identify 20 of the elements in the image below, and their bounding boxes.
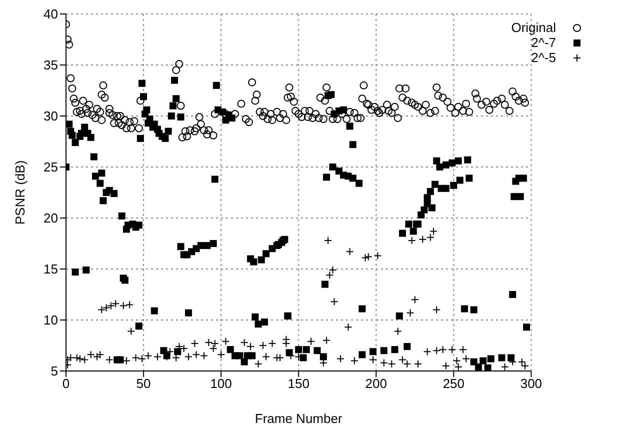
y-tick-label: 15 xyxy=(44,262,58,277)
y-tick-label: 5 xyxy=(50,364,58,379)
x-tick-label: 100 xyxy=(210,376,232,392)
legend-label: Original xyxy=(511,20,556,35)
x-tick-label: 300 xyxy=(520,376,542,392)
legend-label: 2^-5 xyxy=(531,50,556,65)
y-tick-label: 40 xyxy=(44,6,58,22)
y-tick-label: 20 xyxy=(44,210,58,226)
x-axis-title: Frame Number xyxy=(254,411,343,426)
x-tick-label: 250 xyxy=(442,376,465,392)
legend-label: 2^-7 xyxy=(531,35,556,50)
y-axis-title: PSNR (dB) xyxy=(12,160,28,225)
x-tick-label: 200 xyxy=(365,376,387,392)
x-tick-label: 0 xyxy=(62,376,70,392)
y-tick-label: 25 xyxy=(44,160,58,175)
y-tick-label: 30 xyxy=(44,108,58,124)
y-tick-label: 10 xyxy=(44,312,58,328)
y-tick-label: 35 xyxy=(44,58,58,73)
x-tick-label: 150 xyxy=(288,376,310,392)
x-tick-label: 50 xyxy=(136,376,151,392)
